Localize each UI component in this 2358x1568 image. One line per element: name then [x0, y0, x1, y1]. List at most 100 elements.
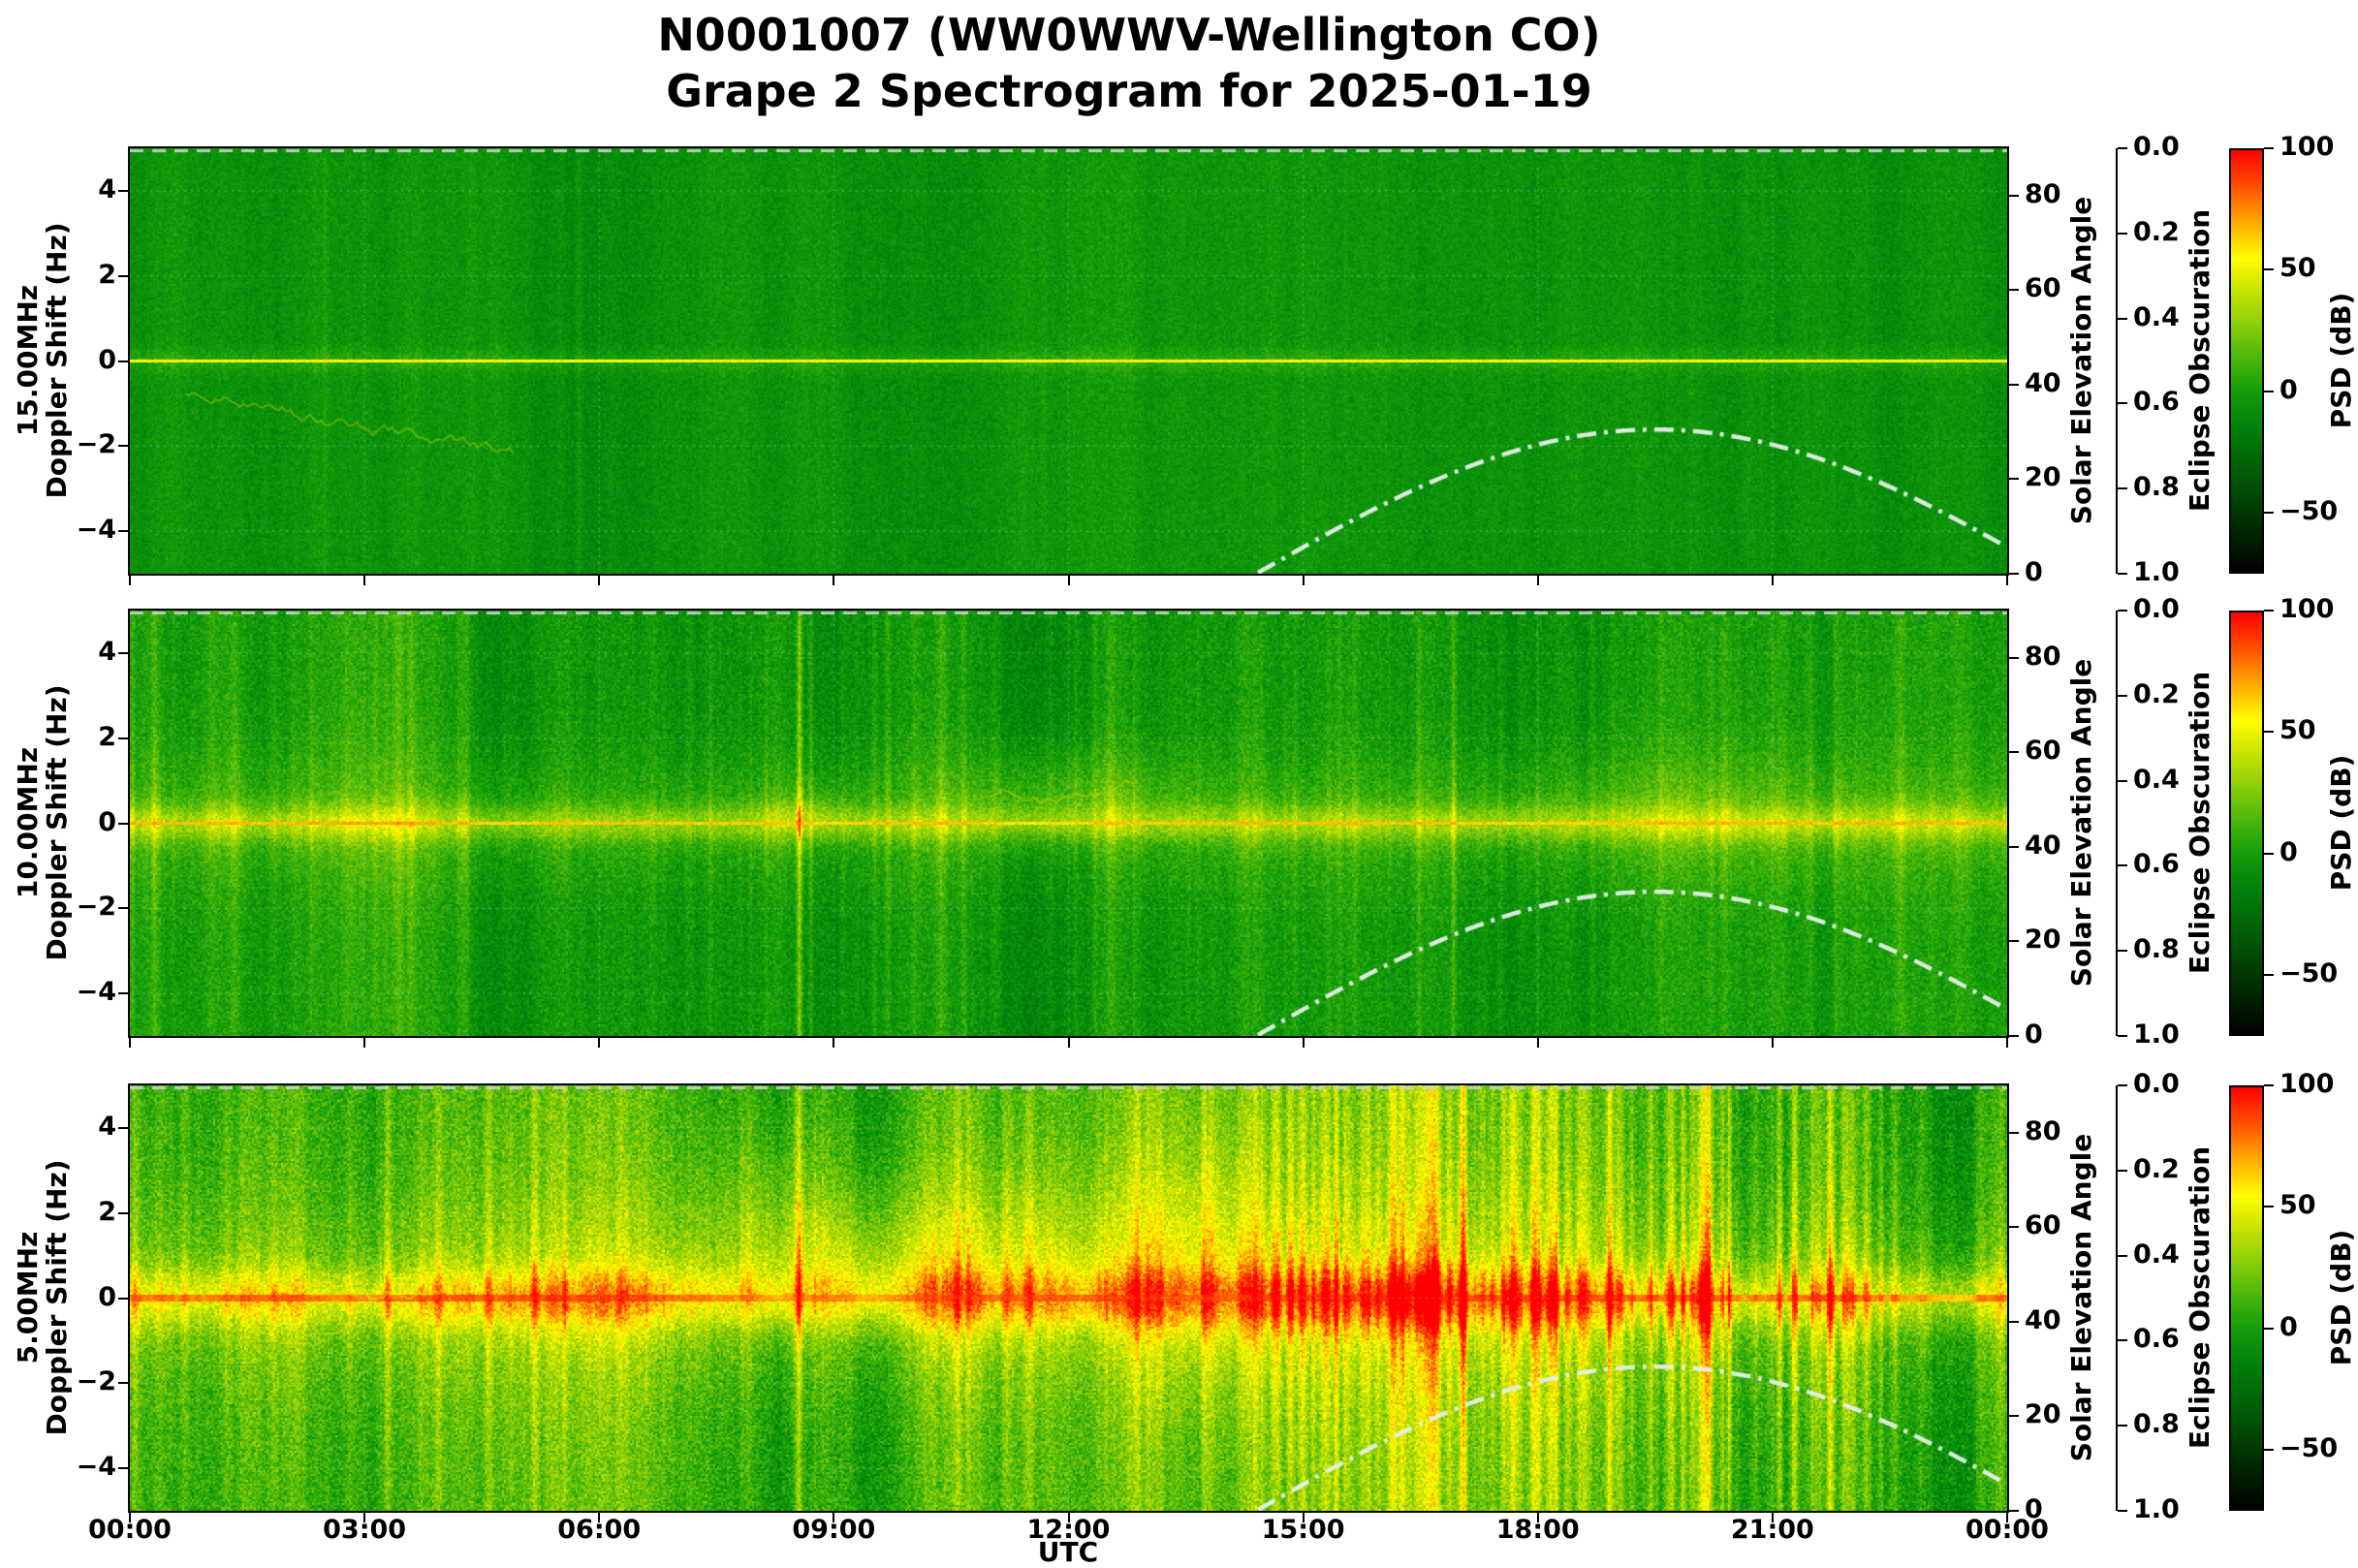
x-tick-label: 09:00 — [792, 1515, 876, 1545]
colorbar-tick-mark — [2264, 390, 2274, 392]
x-tick-mark — [1536, 1038, 1539, 1048]
x-tick-mark — [1067, 576, 1070, 585]
solar-tick-label: 40 — [2025, 1304, 2061, 1335]
y-tick-mark — [118, 1297, 128, 1300]
x-tick-mark — [363, 1513, 366, 1522]
x-tick-mark — [363, 576, 366, 585]
psd-axis-label-5mhz: PSD (dB) — [2325, 1229, 2357, 1366]
eclipse-tick-label: 0.2 — [2133, 1153, 2180, 1184]
solar-tick-mark — [2009, 383, 2019, 386]
colorbar-tick-label: −50 — [2279, 958, 2339, 989]
y-tick-label: 0 — [98, 1281, 116, 1312]
x-tick-mark — [129, 1513, 131, 1522]
x-tick-label: 12:00 — [1026, 1515, 1111, 1545]
eclipse-axis-label-5mhz: Eclipse Obscuration — [2184, 1145, 2216, 1450]
y-tick-mark — [118, 822, 128, 825]
colorbar-tick-label: 100 — [2279, 1069, 2335, 1099]
eclipse-tick-label: 0.4 — [2133, 1239, 2180, 1270]
spectrogram-canvas-10mhz — [130, 611, 2007, 1036]
ylabel-15mhz-freq: 15.00MHz — [12, 284, 44, 437]
y-tick-mark — [118, 1211, 128, 1214]
colorbar-tick-label: 50 — [2279, 1190, 2316, 1221]
x-tick-label: 06:00 — [557, 1515, 642, 1545]
solar-tick-mark — [2009, 289, 2019, 292]
y-tick-label: 4 — [98, 636, 116, 667]
y-tick-label: 2 — [98, 1196, 116, 1227]
eclipse-tick-label: 0.4 — [2133, 764, 2180, 795]
eclipse-tick-mark — [2118, 694, 2127, 697]
ylabel-10mhz: 10.00MHz Doppler Shift (Hz) — [12, 684, 73, 960]
y-tick-mark — [118, 651, 128, 654]
y-tick-mark — [118, 445, 128, 448]
colorbar-tick-mark — [2264, 512, 2274, 515]
solar-tick-label: 20 — [2025, 925, 2061, 956]
x-tick-label: 00:00 — [1965, 1515, 2049, 1545]
y-tick-label: 0 — [98, 344, 116, 375]
solar-tick-label: 20 — [2025, 462, 2061, 493]
solar-tick-label: 40 — [2025, 830, 2061, 861]
solar-tick-label: 80 — [2025, 641, 2061, 672]
y-tick-mark — [118, 530, 128, 533]
eclipse-tick-label: 0.8 — [2133, 472, 2180, 503]
y-tick-mark — [118, 907, 128, 910]
y-tick-mark — [118, 1467, 128, 1470]
solar-tick-label: 60 — [2025, 736, 2061, 767]
y-tick-mark — [118, 189, 128, 192]
eclipse-tick-mark — [2118, 317, 2127, 320]
eclipse-tick-label: 0.0 — [2133, 594, 2180, 624]
eclipse-tick-label: 0.6 — [2133, 387, 2180, 418]
colorbar-tick-mark — [2264, 1084, 2274, 1086]
eclipse-tick-mark — [2118, 950, 2127, 953]
solar-tick-label: 0 — [2025, 557, 2043, 587]
solar-tick-mark — [2009, 1035, 2019, 1037]
x-tick-mark — [598, 576, 601, 585]
colorbar-tick-mark — [2264, 147, 2274, 149]
y-tick-mark — [118, 360, 128, 362]
ylabel-5mhz-freq: 5.00MHz — [12, 1231, 44, 1364]
eclipse-tick-mark — [2118, 1510, 2127, 1512]
eclipse-axis-label-15mhz: Eclipse Obscuration — [2184, 208, 2216, 513]
colorbar-tick-mark — [2264, 852, 2274, 855]
eclipse-tick-mark — [2118, 1035, 2127, 1037]
colorbar-tick-label: 0 — [2279, 374, 2298, 405]
eclipse-tick-label: 0.2 — [2133, 678, 2180, 709]
colorbar-tick-label: 0 — [2279, 1311, 2298, 1342]
x-tick-label: 03:00 — [323, 1515, 407, 1545]
y-tick-label: −4 — [76, 977, 116, 1008]
colorbar-tick-mark — [2264, 1449, 2274, 1452]
x-tick-label: 00:00 — [88, 1515, 172, 1545]
colorbar-tick-label: 100 — [2279, 594, 2335, 624]
x-tick-mark — [1536, 1513, 1539, 1522]
solar-tick-mark — [2009, 1510, 2019, 1512]
solar-tick-mark — [2009, 845, 2019, 848]
colorbar-tick-label: −50 — [2279, 1433, 2339, 1464]
solar-tick-mark — [2009, 1415, 2019, 1418]
eclipse-tick-mark — [2118, 1084, 2127, 1086]
y-tick-label: −4 — [76, 1452, 116, 1483]
eclipse-tick-mark — [2118, 864, 2127, 867]
x-tick-mark — [2006, 1038, 2008, 1048]
colorbar-tick-mark — [2264, 610, 2274, 612]
eclipse-axis-spine-5mhz — [2116, 1085, 2118, 1511]
x-tick-mark — [1771, 576, 1774, 585]
eclipse-tick-label: 0.6 — [2133, 1324, 2180, 1355]
colorbar-tick-mark — [2264, 1327, 2274, 1330]
colorbar-tick-mark — [2264, 731, 2274, 734]
figure-title-line1: N0001007 (WW0WWV-Wellington CO) — [657, 9, 1601, 61]
eclipse-tick-label: 0.4 — [2133, 301, 2180, 332]
spectrogram-canvas-15mhz — [130, 148, 2007, 574]
eclipse-tick-label: 0.6 — [2133, 849, 2180, 880]
spectrogram-panel-5mhz — [128, 1083, 2009, 1513]
y-tick-label: −4 — [76, 515, 116, 546]
y-tick-label: −2 — [76, 429, 116, 460]
eclipse-tick-mark — [2118, 610, 2127, 612]
eclipse-tick-mark — [2118, 487, 2127, 490]
x-tick-mark — [1067, 1038, 1070, 1048]
solar-tick-mark — [2009, 194, 2019, 197]
x-tick-mark — [598, 1038, 601, 1048]
x-tick-mark — [1067, 1513, 1070, 1522]
solar-tick-label: 40 — [2025, 367, 2061, 398]
solar-tick-label: 60 — [2025, 1210, 2061, 1241]
psd-colorbar-10mhz — [2229, 611, 2264, 1036]
y-tick-label: −2 — [76, 1366, 116, 1397]
